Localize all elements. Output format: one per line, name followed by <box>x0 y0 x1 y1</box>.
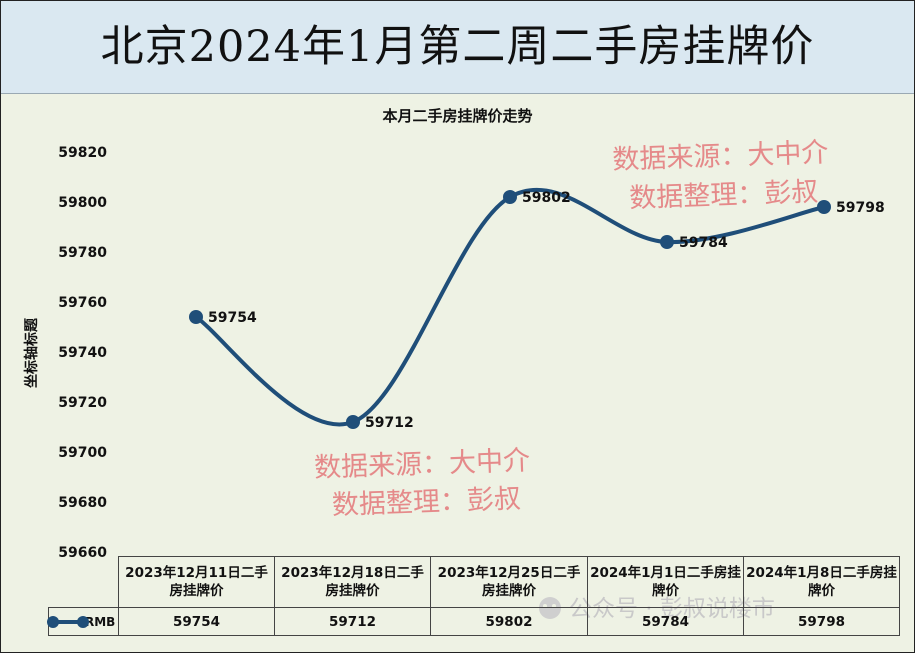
watermark-bottom: 数据来源：大中介 数据整理：彭叔 <box>314 445 531 522</box>
y-tick-label-1: 59800 <box>58 195 107 211</box>
watermark-top: 数据来源：大中介 数据整理：彭叔 <box>612 137 829 215</box>
data-label-3: 59784 <box>679 235 728 251</box>
y-tick-label-6: 59700 <box>58 445 107 461</box>
y-tick-label-0: 59820 <box>58 145 107 161</box>
table-value-2: 59802 <box>430 607 588 636</box>
y-tick-label-2: 59780 <box>58 245 107 261</box>
data-labels: 59754 59712 59802 59784 59798 <box>208 190 885 431</box>
table-header-row: 2023年12月11日二手房挂牌价 2023年12月18日二手房挂牌价 2023… <box>48 556 900 608</box>
table-header-3: 2024年1月1日二手房挂牌价 <box>587 556 744 608</box>
watermark-editor-top: 数据整理：彭叔 <box>629 177 819 215</box>
data-table: 2023年12月11日二手房挂牌价 2023年12月18日二手房挂牌价 2023… <box>47 556 900 636</box>
data-point-0 <box>189 310 203 324</box>
table-value-0: 59754 <box>118 607 275 636</box>
table-header-4: 2024年1月8日二手房挂牌价 <box>743 556 900 608</box>
y-axis-ticks: 59820 59800 59780 59760 59740 59720 59700 59680… <box>58 145 107 561</box>
data-label-1: 59712 <box>365 415 414 431</box>
data-point-4 <box>817 200 831 214</box>
y-tick-label-3: 59760 <box>58 295 107 311</box>
data-point-3 <box>660 235 674 249</box>
table-row-rmb: RMB 59754 59712 59802 59784 59798 <box>47 607 900 636</box>
page-title: 北京2024年1月第二周二手房挂牌价 <box>100 22 815 72</box>
data-point-1 <box>346 415 360 429</box>
data-label-0: 59754 <box>208 310 257 326</box>
data-label-4: 59798 <box>836 200 885 216</box>
series-line-rmb <box>194 188 826 427</box>
series-markers <box>189 190 831 429</box>
table-header-1: 2023年12月18日二手房挂牌价 <box>274 556 431 608</box>
title-bar: 北京2024年1月第二周二手房挂牌价 <box>1 1 914 94</box>
table-header-0: 2023年12月11日二手房挂牌价 <box>118 556 275 608</box>
data-point-2 <box>503 190 517 204</box>
legend-entry-rmb: RMB <box>47 607 119 636</box>
watermark-source-bottom: 数据来源：大中介 <box>314 445 531 484</box>
table-header-2: 2023年12月25日二手房挂牌价 <box>430 556 588 608</box>
table-corner <box>48 556 119 608</box>
y-tick-label-7: 59680 <box>58 495 107 511</box>
y-tick-label-5: 59720 <box>58 395 107 411</box>
table-value-3: 59784 <box>587 607 744 636</box>
data-label-2: 59802 <box>522 190 571 206</box>
legend-label: RMB <box>85 614 116 629</box>
watermark-editor-bottom: 数据整理：彭叔 <box>331 484 521 522</box>
y-tick-label-4: 59740 <box>58 345 107 361</box>
legend-line-icon <box>47 616 89 628</box>
watermark-source-top: 数据来源：大中介 <box>612 137 829 176</box>
table-value-4: 59798 <box>743 607 900 636</box>
table-value-1: 59712 <box>274 607 431 636</box>
chart-title: 本月二手房挂牌价走势 <box>382 107 533 125</box>
